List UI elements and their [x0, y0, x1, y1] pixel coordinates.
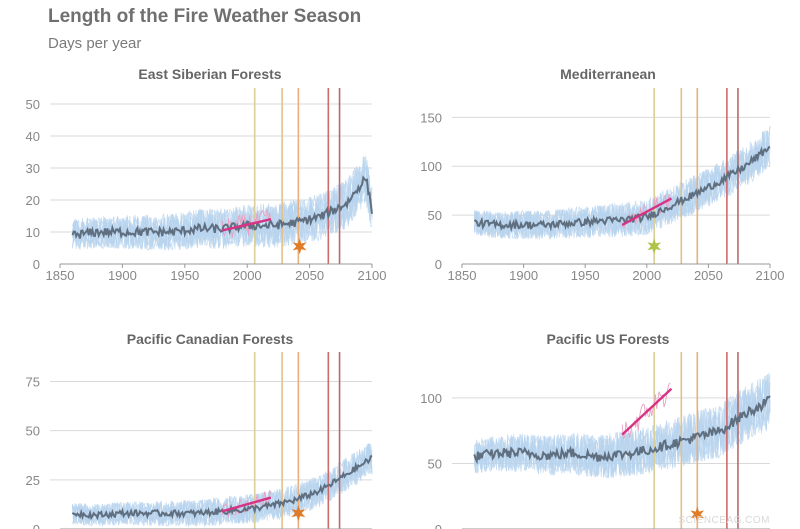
panel-0: East Siberian Forests 0 10 20 30 40 50 1850 1900…	[26, 66, 387, 283]
chart-subtitle: Days per year	[48, 35, 142, 52]
emergence-star-marker	[690, 506, 705, 523]
y-tick-label: 0	[435, 257, 442, 272]
ensemble-member	[473, 137, 771, 239]
ensemble-member	[473, 375, 771, 479]
observed-trend-line	[621, 197, 673, 226]
x-tick-label: 2050	[694, 268, 723, 283]
y-tick-label: 100	[420, 159, 442, 174]
emergence-star-marker	[291, 505, 306, 522]
y-tick-label: 100	[420, 391, 442, 406]
panel-2: Pacific Canadian Forests0255075185019001…	[26, 331, 373, 529]
observed-trend-line	[621, 387, 673, 436]
x-tick-label: 1950	[170, 268, 199, 283]
x-tick-label: 1900	[108, 268, 137, 283]
observed-trend-line	[221, 496, 272, 513]
x-tick-label: 1950	[571, 268, 600, 283]
ensemble-member	[473, 131, 771, 239]
y-tick-label: 50	[26, 424, 40, 439]
panel-title: Mediterranean	[560, 66, 656, 82]
x-tick-label: 2000	[632, 268, 661, 283]
ensemble-member	[72, 159, 373, 251]
y-tick-label: 40	[26, 129, 40, 144]
x-tick-label: 2100	[358, 268, 387, 283]
y-tick-label: 10	[26, 225, 40, 240]
y-tick-label: 50	[428, 456, 442, 471]
x-tick-label: 1850	[448, 268, 477, 283]
x-tick-label: 1900	[509, 268, 538, 283]
watermark: SCIENCEAG.COM	[678, 515, 770, 526]
ensemble-mean-line	[71, 454, 373, 521]
panel-1: Mediterranean 0 50 100 150 1850 1900 1950 2000 20…	[420, 66, 784, 283]
y-tick-label: 30	[26, 161, 40, 176]
panel-title: Pacific Canadian Forests	[127, 331, 294, 347]
ensemble-member	[72, 449, 373, 528]
y-tick-label: 25	[26, 473, 40, 488]
emergence-star-marker	[647, 238, 662, 255]
y-tick-label: 20	[26, 193, 40, 208]
y-tick-label: 50	[26, 97, 40, 112]
panel-title: East Siberian Forests	[138, 66, 281, 82]
x-tick-label: 2100	[756, 268, 785, 283]
y-tick-label: 0	[33, 257, 40, 272]
y-tick-label: 0	[33, 522, 40, 529]
y-tick-label: 0	[435, 522, 442, 529]
ensemble-mean-line	[473, 395, 771, 465]
y-tick-label: 50	[428, 208, 442, 223]
x-tick-label: 2050	[295, 268, 324, 283]
x-tick-label: 2000	[233, 268, 262, 283]
y-tick-label: 75	[26, 375, 40, 390]
emergence-star-marker	[292, 238, 307, 255]
chart-title: Length of the Fire Weather Season	[48, 6, 362, 27]
observed-trend-line	[221, 218, 272, 232]
panel-title: Pacific US Forests	[547, 331, 670, 347]
x-tick-label: 1850	[46, 268, 75, 283]
ensemble-mean-line	[71, 175, 373, 240]
ensemble-mean-line	[473, 146, 771, 233]
y-tick-label: 150	[420, 110, 442, 125]
panel-3: Pacific US Forests 0 50 100	[420, 331, 771, 529]
